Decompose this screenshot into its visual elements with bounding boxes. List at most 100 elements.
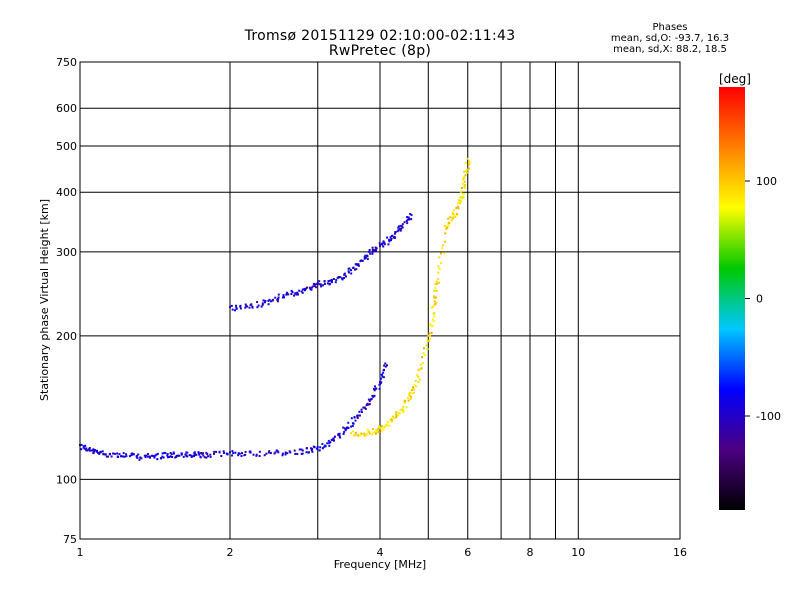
data-point bbox=[444, 240, 447, 243]
data-point bbox=[382, 428, 385, 431]
data-point bbox=[393, 237, 396, 239]
data-point bbox=[437, 265, 440, 268]
data-point bbox=[177, 454, 180, 457]
data-point bbox=[443, 252, 446, 255]
data-point bbox=[239, 304, 242, 307]
data-point bbox=[433, 295, 436, 298]
data-point bbox=[318, 449, 321, 452]
data-point bbox=[419, 363, 422, 366]
data-point bbox=[350, 269, 352, 272]
data-point bbox=[354, 419, 357, 422]
data-point bbox=[389, 419, 392, 422]
data-point bbox=[352, 422, 355, 425]
stats-x-mode: mean, sd,X: 88.2, 18.5 bbox=[613, 44, 727, 55]
data-point bbox=[291, 291, 294, 294]
data-point bbox=[460, 187, 463, 189]
data-points bbox=[79, 157, 471, 461]
data-point bbox=[437, 271, 440, 274]
data-point bbox=[274, 296, 277, 299]
data-point bbox=[386, 424, 389, 427]
data-point bbox=[433, 315, 436, 318]
data-point bbox=[374, 246, 377, 249]
data-point bbox=[193, 453, 196, 456]
data-point bbox=[464, 174, 467, 177]
data-point bbox=[109, 452, 111, 455]
data-point bbox=[380, 373, 383, 376]
data-point bbox=[104, 453, 107, 456]
data-point bbox=[329, 279, 332, 282]
data-point bbox=[223, 452, 225, 454]
data-point bbox=[125, 453, 128, 456]
data-point bbox=[327, 439, 330, 442]
data-point bbox=[351, 430, 354, 433]
data-point bbox=[388, 238, 391, 241]
data-point bbox=[379, 245, 381, 248]
data-point bbox=[172, 451, 175, 454]
data-point bbox=[422, 352, 425, 355]
data-point bbox=[411, 392, 414, 395]
data-point bbox=[167, 456, 169, 459]
data-point bbox=[433, 297, 436, 299]
data-point bbox=[149, 456, 151, 459]
data-point bbox=[308, 286, 311, 289]
data-point bbox=[202, 452, 204, 455]
data-point bbox=[402, 410, 405, 413]
data-point bbox=[311, 450, 314, 453]
data-point bbox=[113, 452, 116, 455]
data-point bbox=[303, 287, 306, 290]
data-point bbox=[313, 446, 316, 449]
data-point bbox=[343, 272, 346, 275]
data-point bbox=[410, 395, 413, 398]
data-point bbox=[305, 287, 307, 290]
data-point bbox=[339, 276, 342, 279]
data-point bbox=[205, 451, 208, 454]
data-point bbox=[213, 452, 215, 455]
data-point bbox=[234, 451, 237, 454]
data-point bbox=[231, 450, 234, 453]
data-point bbox=[430, 324, 433, 327]
data-point bbox=[169, 452, 172, 454]
data-point bbox=[357, 263, 360, 266]
data-point bbox=[139, 456, 142, 459]
data-point bbox=[117, 456, 120, 458]
data-point bbox=[268, 450, 271, 453]
data-point bbox=[445, 228, 448, 230]
data-point bbox=[460, 200, 463, 202]
data-point bbox=[438, 256, 441, 259]
data-point bbox=[375, 430, 378, 433]
data-point bbox=[264, 300, 267, 302]
data-point bbox=[288, 450, 291, 453]
data-point bbox=[186, 451, 189, 454]
data-point bbox=[251, 306, 254, 309]
data-point bbox=[213, 450, 216, 453]
data-point bbox=[310, 286, 313, 289]
data-point bbox=[185, 454, 188, 457]
data-point bbox=[428, 323, 431, 326]
data-point bbox=[459, 196, 462, 199]
data-point bbox=[144, 456, 147, 459]
data-point bbox=[286, 291, 289, 294]
data-point bbox=[353, 416, 356, 419]
data-point bbox=[207, 455, 210, 458]
data-point bbox=[320, 285, 323, 288]
data-point bbox=[110, 455, 113, 458]
data-point bbox=[96, 449, 98, 452]
data-point bbox=[371, 248, 374, 251]
data-point bbox=[324, 444, 327, 447]
data-point bbox=[433, 300, 436, 303]
data-point bbox=[433, 289, 436, 292]
data-point bbox=[457, 205, 459, 208]
data-point bbox=[147, 453, 149, 456]
data-point bbox=[175, 455, 178, 458]
data-point bbox=[241, 452, 243, 455]
data-point bbox=[338, 435, 341, 437]
grid-lines bbox=[79, 61, 681, 540]
data-point bbox=[159, 457, 162, 460]
data-point bbox=[255, 454, 258, 457]
data-point bbox=[453, 215, 455, 218]
data-point bbox=[327, 280, 330, 282]
data-point bbox=[446, 226, 449, 229]
data-point bbox=[132, 453, 135, 456]
data-point bbox=[123, 455, 126, 458]
data-point bbox=[428, 338, 431, 341]
